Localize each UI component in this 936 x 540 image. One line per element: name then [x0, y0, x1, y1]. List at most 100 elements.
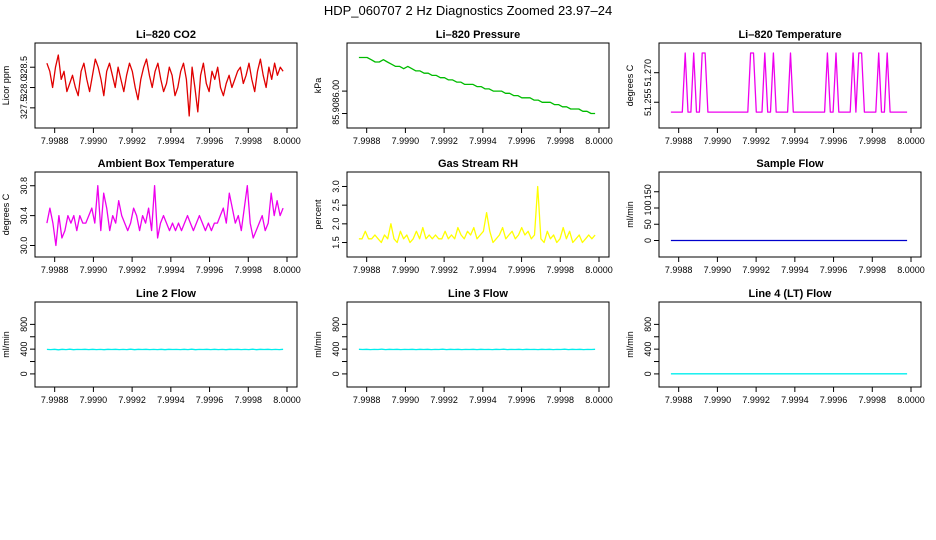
panel-frame [34, 301, 298, 388]
x-tick-label: 7.9996 [820, 265, 848, 275]
x-tick-label: 7.9994 [469, 395, 497, 405]
y-tick-label: 51.270 [643, 59, 653, 87]
panel-title: Line 2 Flow [136, 288, 196, 300]
x-tick-label: 8.0000 [897, 136, 925, 146]
x-tick-label: 7.9988 [353, 265, 381, 275]
x-tick-label: 7.9994 [157, 265, 185, 275]
y-axis-label: ml/min [625, 201, 635, 228]
x-tick-label: 7.9988 [41, 265, 69, 275]
x-tick-label: 7.9988 [41, 136, 69, 146]
y-tick-label: 328.0 [19, 76, 29, 99]
y-tick-label: 327.5 [19, 97, 29, 120]
x-tick-label: 7.9994 [469, 136, 497, 146]
x-tick-label: 7.9996 [196, 265, 224, 275]
panel-frame [346, 171, 610, 258]
x-tick-label: 7.9988 [665, 395, 693, 405]
series-line [46, 185, 284, 247]
x-tick-label: 7.9988 [353, 136, 381, 146]
y-tick-label: 30.0 [19, 237, 29, 255]
y-tick-label: 50 [643, 219, 653, 229]
x-tick-label: 7.9996 [820, 395, 848, 405]
panel-title: Gas Stream RH [438, 158, 518, 170]
x-tick-label: 7.9990 [80, 136, 108, 146]
series-line [670, 52, 908, 113]
panel-title: Li–820 CO2 [136, 29, 196, 41]
x-tick-label: 7.9992 [430, 265, 458, 275]
x-tick-label: 7.9990 [704, 136, 732, 146]
x-tick-label: 7.9988 [665, 136, 693, 146]
y-axis-label: kPa [313, 78, 323, 94]
series-line [46, 54, 284, 117]
y-axis-label: degrees C [1, 193, 11, 235]
y-axis-label: ml/min [625, 331, 635, 358]
x-tick-label: 7.9988 [41, 395, 69, 405]
x-tick-label: 8.0000 [897, 395, 925, 405]
x-tick-label: 7.9994 [157, 395, 185, 405]
panel-frame [34, 42, 298, 129]
x-tick-label: 7.9998 [235, 395, 263, 405]
panel-title: Line 4 (LT) Flow [749, 288, 832, 300]
y-tick-label: 100 [643, 200, 653, 215]
panel-title: Li–820 Pressure [436, 29, 520, 41]
y-tick-label: 800 [19, 317, 29, 332]
y-tick-label: 400 [19, 342, 29, 357]
x-tick-label: 7.9990 [704, 395, 732, 405]
y-tick-label: 85.90 [331, 102, 341, 125]
y-tick-label: 2.5 [331, 199, 341, 212]
x-tick-label: 8.0000 [585, 395, 613, 405]
panel-title: Ambient Box Temperature [98, 158, 235, 170]
x-tick-label: 7.9992 [742, 395, 770, 405]
x-tick-label: 7.9998 [235, 136, 263, 146]
y-axis-label: ml/min [1, 331, 11, 358]
x-tick-label: 7.9998 [859, 265, 887, 275]
x-tick-label: 7.9996 [508, 395, 536, 405]
y-tick-label: 0 [331, 371, 341, 376]
panel-frame [346, 301, 610, 388]
x-tick-label: 8.0000 [273, 136, 301, 146]
x-tick-label: 7.9992 [430, 395, 458, 405]
x-tick-label: 7.9996 [508, 265, 536, 275]
x-tick-label: 7.9996 [196, 395, 224, 405]
x-tick-label: 7.9992 [430, 136, 458, 146]
y-axis-label: ml/min [313, 331, 323, 358]
y-axis-label: Licor ppm [1, 66, 11, 106]
panel-frame [346, 42, 610, 129]
x-tick-label: 7.9992 [118, 136, 146, 146]
x-tick-label: 7.9988 [353, 395, 381, 405]
x-tick-label: 7.9992 [742, 136, 770, 146]
y-tick-label: 0 [643, 371, 653, 376]
x-tick-label: 8.0000 [273, 265, 301, 275]
panel-frame [658, 42, 922, 129]
panel-frame [658, 171, 922, 258]
x-tick-label: 7.9990 [80, 265, 108, 275]
x-tick-label: 7.9988 [665, 265, 693, 275]
y-tick-label: 0 [19, 371, 29, 376]
x-tick-label: 7.9998 [547, 136, 575, 146]
x-tick-label: 7.9990 [704, 265, 732, 275]
x-tick-label: 7.9994 [781, 136, 809, 146]
y-tick-label: 86.00 [331, 80, 341, 103]
y-tick-label: 51.255 [643, 88, 653, 116]
x-tick-label: 7.9990 [392, 265, 420, 275]
y-tick-label: 800 [643, 317, 653, 332]
y-axis-label: percent [313, 199, 323, 230]
y-tick-label: 30.4 [19, 207, 29, 225]
y-tick-label: 1.5 [331, 236, 341, 249]
x-tick-label: 8.0000 [897, 265, 925, 275]
series-line [358, 185, 596, 244]
x-tick-label: 7.9996 [196, 136, 224, 146]
y-axis-label: degrees C [625, 64, 635, 106]
x-tick-label: 7.9998 [235, 265, 263, 275]
series-line [46, 348, 284, 351]
x-tick-label: 8.0000 [585, 265, 613, 275]
panel-title: Sample Flow [756, 158, 824, 170]
panel-frame [34, 171, 298, 258]
x-tick-label: 7.9998 [547, 265, 575, 275]
y-tick-label: 400 [331, 342, 341, 357]
x-tick-label: 7.9998 [547, 395, 575, 405]
x-tick-label: 7.9998 [859, 395, 887, 405]
y-tick-label: 328.5 [19, 56, 29, 79]
x-tick-label: 7.9990 [392, 136, 420, 146]
x-tick-label: 7.9992 [742, 265, 770, 275]
